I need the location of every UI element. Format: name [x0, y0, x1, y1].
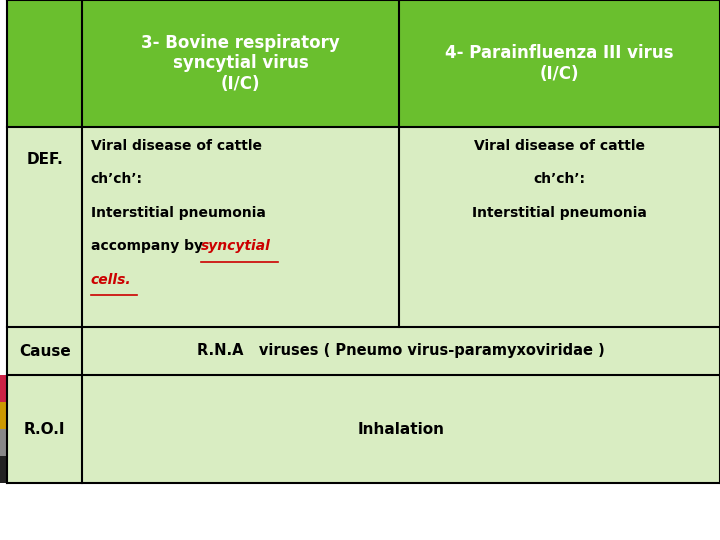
FancyBboxPatch shape	[0, 402, 7, 429]
Text: Interstitial pneumonia: Interstitial pneumonia	[91, 206, 266, 220]
Text: Viral disease of cattle: Viral disease of cattle	[91, 139, 261, 153]
Text: Cause: Cause	[19, 343, 71, 359]
Text: 4- Parainfluenza III virus
(I/C): 4- Parainfluenza III virus (I/C)	[446, 44, 674, 83]
FancyBboxPatch shape	[400, 0, 720, 127]
Text: ch’ch’:: ch’ch’:	[91, 172, 143, 186]
Text: cells.: cells.	[91, 273, 131, 287]
FancyBboxPatch shape	[7, 0, 82, 127]
Text: syncytial: syncytial	[201, 239, 271, 253]
FancyBboxPatch shape	[82, 127, 400, 327]
Text: Inhalation: Inhalation	[358, 422, 444, 437]
Text: R.O.I: R.O.I	[24, 422, 66, 437]
Text: accompany by: accompany by	[91, 239, 207, 253]
FancyBboxPatch shape	[82, 375, 720, 483]
Text: R.N.A   viruses ( Pneumo virus-paramyxoviridae ): R.N.A viruses ( Pneumo virus-paramyxovir…	[197, 343, 605, 359]
Text: ch’ch’:: ch’ch’:	[534, 172, 585, 186]
FancyBboxPatch shape	[7, 327, 82, 375]
FancyBboxPatch shape	[82, 0, 400, 127]
FancyBboxPatch shape	[0, 429, 7, 456]
FancyBboxPatch shape	[400, 127, 720, 327]
Text: 3- Bovine respiratory
syncytial virus
(I/C): 3- Bovine respiratory syncytial virus (I…	[141, 33, 340, 93]
FancyBboxPatch shape	[7, 375, 82, 483]
Text: Viral disease of cattle: Viral disease of cattle	[474, 139, 645, 153]
FancyBboxPatch shape	[7, 127, 82, 327]
Text: DEF.: DEF.	[27, 152, 63, 167]
FancyBboxPatch shape	[0, 456, 7, 483]
Text: Interstitial pneumonia: Interstitial pneumonia	[472, 206, 647, 220]
FancyBboxPatch shape	[82, 327, 720, 375]
FancyBboxPatch shape	[0, 375, 7, 402]
